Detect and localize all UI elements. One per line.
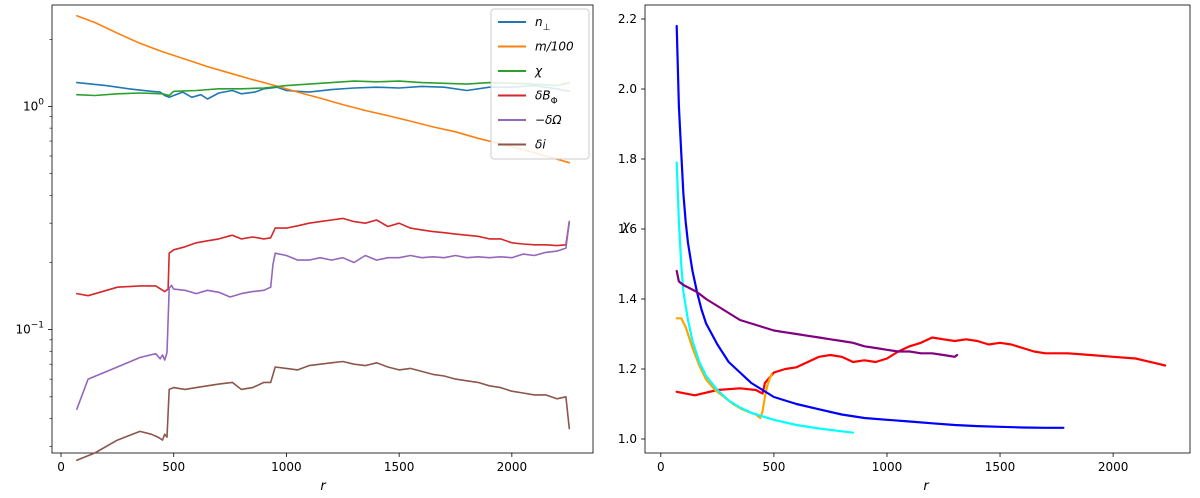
legend-box	[490, 8, 590, 160]
right-y-axis-label: χ	[621, 219, 631, 234]
right-plot-area	[644, 4, 1191, 454]
left-x-tick-label: 0	[57, 460, 65, 474]
right-chart-panel: 0 500 1000 1500 2000 1.0 1.2 1.4 1.6 1.8 2.0 2.2 r…	[618, 4, 1191, 494]
left-x-tick-label: 1000	[271, 460, 302, 474]
left-y-tick-label: 100	[23, 97, 44, 113]
right-y-tick-label: 2.0	[618, 82, 637, 96]
left-x-tick-label: 2000	[497, 460, 528, 474]
left-y-tick-label: 10−1	[15, 321, 44, 337]
right-y-tick-label: 1.0	[618, 432, 637, 446]
legend-label-5: δi	[535, 138, 546, 152]
right-series-line-2	[675, 161, 855, 434]
legend-label-4: −δΩ	[535, 113, 562, 127]
right-x-tick-label: 2000	[1098, 460, 1129, 474]
right-x-tick-label: 500	[762, 460, 785, 474]
left-x-tick-label: 500	[162, 460, 185, 474]
right-series-line-3	[675, 24, 1065, 429]
right-y-tick-label: 2.2	[618, 12, 637, 26]
legend-label-3: δBΦ	[535, 89, 558, 107]
left-series-line-3	[76, 217, 571, 297]
legend-label-2: χ	[534, 64, 543, 78]
left-x-tick-label: 1500	[384, 460, 415, 474]
right-x-axis-label: r	[923, 479, 930, 494]
right-y-tick-label: 1.8	[618, 152, 637, 166]
legend-label-0: n⊥	[535, 15, 551, 33]
right-x-tick-label: 0	[657, 460, 665, 474]
left-series-line-1	[76, 15, 571, 164]
right-y-tick-label: 1.6	[618, 222, 637, 236]
legend-label-1: m/100	[535, 40, 574, 54]
left-legend: n⊥ m/100 χ δBΦ −δΩ δi	[490, 8, 590, 160]
right-x-tick-label: 1500	[985, 460, 1016, 474]
right-y-tick-label: 1.4	[618, 292, 637, 306]
left-x-axis-label: r	[320, 479, 327, 494]
left-chart-panel: 0 500 1000 1500 2000 10−1 100 r n⊥ m/100 χ δBΦ −δ…	[15, 4, 594, 494]
right-y-tick-label: 1.2	[618, 362, 637, 376]
right-x-tick-label: 1000	[872, 460, 903, 474]
left-series-line-4	[76, 220, 571, 410]
right-series-line-0	[675, 336, 1167, 397]
left-series-line-0	[76, 81, 571, 100]
left-series-line-2	[76, 80, 571, 97]
left-series-line-5	[76, 360, 571, 461]
right-series-line-4	[675, 269, 959, 358]
